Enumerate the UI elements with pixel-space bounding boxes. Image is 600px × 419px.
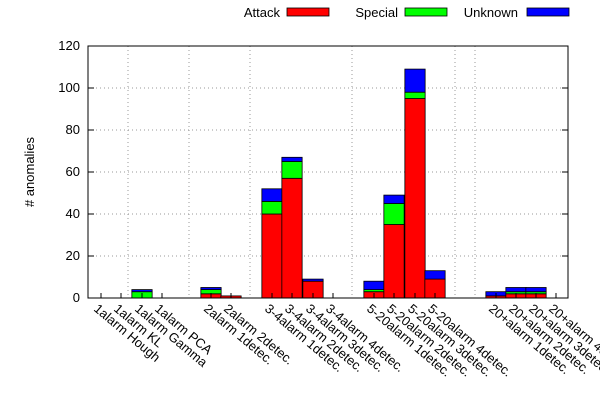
bar-segment	[261, 200, 283, 215]
legend-label: Special	[355, 5, 398, 20]
bar-segment	[302, 278, 324, 282]
bar-segment	[131, 289, 153, 293]
bar-segment	[383, 224, 405, 299]
legend: Attack Special Unknown	[244, 5, 570, 20]
bar-segment	[261, 213, 283, 299]
y-tick-label: 60	[66, 164, 80, 179]
y-tick-label: 40	[66, 206, 80, 221]
bar-segment	[383, 203, 405, 225]
y-tick-label: 120	[58, 38, 80, 53]
legend-label: Unknown	[464, 5, 518, 20]
bar-segment	[281, 156, 303, 162]
bar-segment	[281, 161, 303, 179]
bar-segment	[261, 188, 283, 202]
y-axis-label: # anomalies	[22, 136, 37, 207]
bar-segment	[200, 287, 222, 290]
legend-swatch	[526, 7, 570, 17]
bar-segment	[281, 177, 303, 299]
y-tick-label: 100	[58, 80, 80, 95]
bar-segment	[363, 280, 385, 291]
legend-label: Attack	[244, 5, 281, 20]
grid	[88, 45, 568, 299]
bar-segment	[404, 98, 426, 299]
bar-segment	[383, 194, 405, 204]
y-tick-label: 20	[66, 248, 80, 263]
legend-swatch	[286, 7, 330, 17]
y-tick-label: 80	[66, 122, 80, 137]
bar-segment	[404, 68, 426, 93]
bar-segment	[404, 91, 426, 99]
bars	[131, 68, 547, 299]
legend-swatch	[404, 7, 448, 17]
bar-segment	[424, 270, 446, 280]
bar-segment	[525, 287, 547, 293]
y-tick-label: 0	[73, 290, 80, 305]
bar-segment	[505, 287, 527, 293]
